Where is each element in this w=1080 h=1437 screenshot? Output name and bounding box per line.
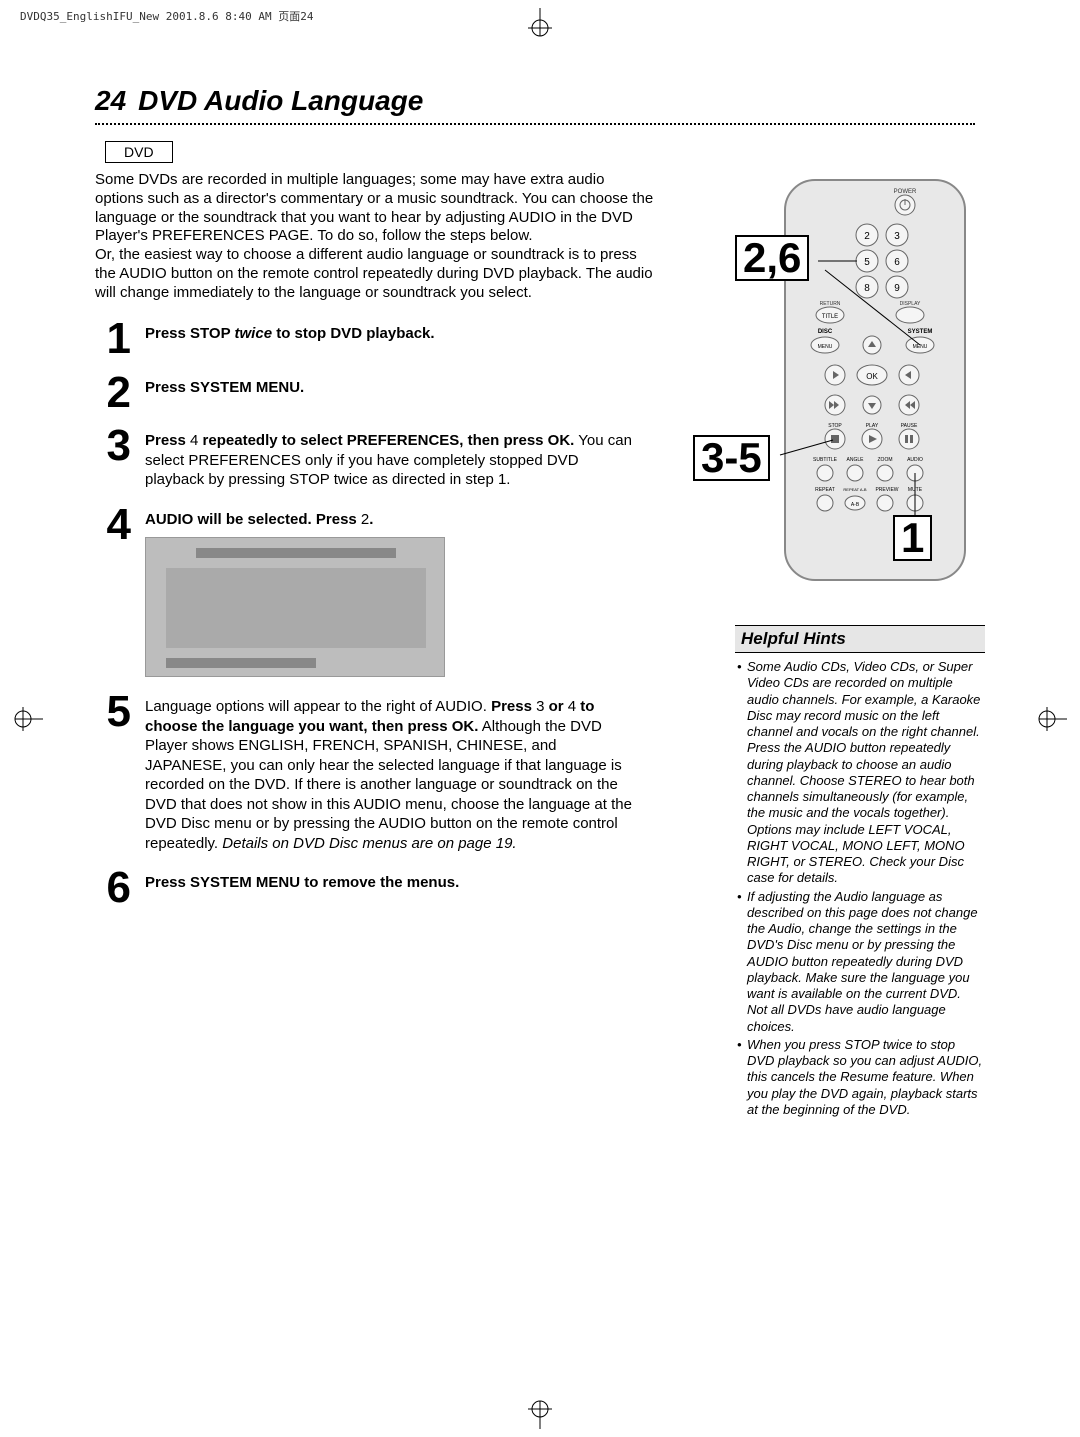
svg-text:8: 8 [864, 283, 870, 294]
step-text: to stop DVD playback. [272, 325, 435, 342]
svg-text:3: 3 [894, 231, 900, 242]
hint-item: If adjusting the Audio language as descr… [737, 889, 983, 1035]
step-text: 4 [568, 698, 576, 715]
page-title: DVD Audio Language [138, 85, 423, 117]
preferences-menu-screenshot [145, 537, 445, 677]
step-3: 3 Press 4 repeatedly to select PREFERENC… [95, 427, 635, 490]
step-4: 4 AUDIO will be selected. Press 2. [95, 506, 635, 678]
crop-mark-bottom [520, 1399, 560, 1429]
svg-text:REPEAT: REPEAT [815, 487, 835, 493]
step-text: . [369, 511, 373, 528]
dvd-badge: DVD [105, 141, 173, 163]
step-body: AUDIO will be selected. Press 2. [145, 506, 445, 678]
page-number: 24 [95, 85, 126, 117]
svg-text:ANGLE: ANGLE [847, 457, 865, 463]
svg-text:DISC: DISC [818, 329, 833, 335]
dotted-rule [95, 123, 975, 125]
svg-text:OK: OK [866, 372, 878, 381]
svg-text:DISPLAY: DISPLAY [900, 301, 921, 307]
step-number: 6 [95, 869, 131, 906]
svg-text:PLAY: PLAY [866, 423, 879, 429]
svg-text:SYSTEM: SYSTEM [908, 329, 933, 335]
svg-text:TITLE: TITLE [822, 314, 838, 320]
svg-text:9: 9 [894, 283, 900, 294]
svg-text:MENU: MENU [913, 344, 928, 350]
svg-text:STOP: STOP [828, 423, 842, 429]
svg-text:RETURN: RETURN [820, 301, 841, 307]
svg-text:5: 5 [864, 257, 870, 268]
crop-mark-left [13, 699, 43, 739]
step-text: or [544, 698, 567, 715]
remote-illustration: POWER 2 3 5 6 8 9 RETURN TITLE DISPLAY D… [675, 175, 975, 600]
step-body: Press SYSTEM MENU. [145, 374, 304, 411]
step-text: repeatedly to select PREFERENCES, then p… [198, 432, 574, 449]
step-text: Although the DVD Player shows ENGLISH, F… [145, 718, 632, 852]
step-text: Language options will appear to the righ… [145, 698, 491, 715]
svg-text:2: 2 [864, 231, 870, 242]
step-body: Press 4 repeatedly to select PREFERENCES… [145, 427, 635, 490]
step-text: Press STOP [145, 325, 235, 342]
svg-text:SUBTITLE: SUBTITLE [813, 457, 838, 463]
header-meta: DVDQ35_EnglishIFU_New 2001.8.6 8:40 AM 页… [20, 8, 314, 24]
svg-text:ZOOM: ZOOM [878, 457, 893, 463]
step-text: Press [145, 432, 190, 449]
step-1: 1 Press STOP twice to stop DVD playback. [95, 320, 635, 357]
hint-item: When you press STOP twice to stop DVD pl… [737, 1037, 983, 1118]
crop-mark-right [1037, 699, 1067, 739]
helpful-hints-list: Some Audio CDs, Video CDs, or Super Vide… [735, 653, 985, 1118]
step-text: Details on DVD Disc menus are on page 19… [222, 835, 516, 852]
crop-mark-top [520, 8, 560, 38]
svg-text:AUDIO: AUDIO [907, 457, 923, 463]
step-text: 2 [361, 511, 369, 528]
step-2: 2 Press SYSTEM MENU. [95, 374, 635, 411]
step-5: 5 Language options will appear to the ri… [95, 693, 635, 853]
step-6: 6 Press SYSTEM MENU to remove the menus. [95, 869, 635, 906]
svg-text:PREVIEW: PREVIEW [875, 487, 898, 493]
step-body: Language options will appear to the righ… [145, 693, 635, 853]
step-body: Press SYSTEM MENU to remove the menus. [145, 869, 459, 906]
intro-paragraph-2: Or, the easiest way to choose a differen… [95, 246, 655, 302]
svg-text:A-B: A-B [851, 502, 860, 508]
step-number: 2 [95, 374, 131, 411]
page-content: 24 DVD Audio Language DVD Some DVDs are … [95, 85, 975, 922]
step-text: Press SYSTEM MENU to remove the menus. [145, 874, 459, 891]
helpful-hints-title: Helpful Hints [735, 625, 985, 653]
step-text: Press SYSTEM MENU. [145, 379, 304, 396]
callout-1: 1 [893, 515, 932, 561]
title-row: 24 DVD Audio Language [95, 85, 975, 117]
svg-text:MENU: MENU [818, 344, 833, 350]
helpful-hints-box: Helpful Hints Some Audio CDs, Video CDs,… [735, 625, 985, 1120]
svg-text:6: 6 [894, 257, 900, 268]
intro-paragraph-1: Some DVDs are recorded in multiple langu… [95, 171, 655, 246]
svg-text:REPEAT A-B: REPEAT A-B [843, 487, 867, 492]
callout-2-6: 2,6 [735, 235, 809, 281]
step-number: 1 [95, 320, 131, 357]
callout-3-5: 3-5 [693, 435, 770, 481]
hint-item: Some Audio CDs, Video CDs, or Super Vide… [737, 659, 983, 887]
step-number: 3 [95, 427, 131, 490]
step-text: twice [235, 325, 273, 342]
step-text: Press [491, 698, 536, 715]
step-number: 4 [95, 506, 131, 678]
step-number: 5 [95, 693, 131, 853]
svg-text:PAUSE: PAUSE [901, 423, 918, 429]
step-text: AUDIO will be selected. Press [145, 511, 361, 528]
svg-text:POWER: POWER [894, 189, 917, 195]
step-body: Press STOP twice to stop DVD playback. [145, 320, 435, 357]
